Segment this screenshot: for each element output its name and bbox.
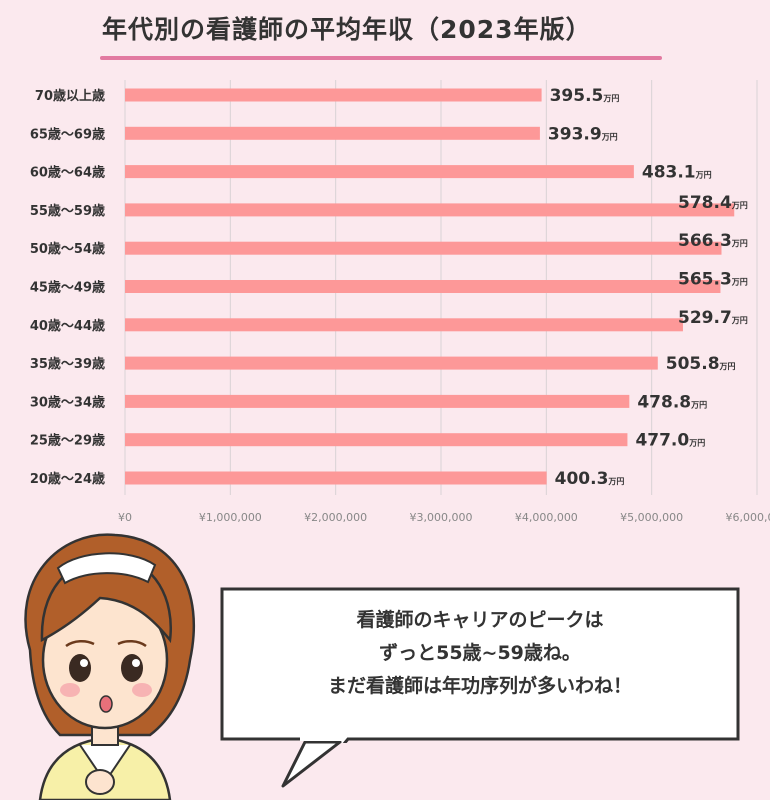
speech-line: 看護師のキャリアのピークは (356, 609, 604, 631)
bar (125, 280, 721, 293)
bar (125, 88, 542, 102)
x-tick-label: ¥6,000,000 (726, 511, 770, 524)
bar (125, 471, 547, 485)
data-label: 395.5万円 (550, 86, 620, 106)
category-label: 30歳～34歳 (30, 394, 105, 410)
x-tick-label: ¥0 (118, 511, 132, 524)
bar (125, 165, 634, 179)
bar (125, 203, 735, 217)
bar (125, 318, 683, 332)
data-label: 566.3万円 (678, 231, 748, 251)
category-label: 45歳～49歳 (30, 280, 105, 296)
bar (125, 241, 722, 255)
bar (125, 356, 658, 370)
category-label: 20歳～24歳 (30, 471, 105, 487)
data-label: 505.8万円 (666, 354, 736, 374)
data-label: 529.7万円 (678, 308, 748, 328)
category-label: 25歳～29歳 (30, 433, 105, 449)
speech-bubble (220, 587, 740, 743)
x-tick-label: ¥2,000,000 (304, 511, 367, 524)
category-label: 50歳～54歳 (30, 241, 105, 257)
category-label: 35歳～39歳 (30, 356, 105, 372)
data-label: 578.4万円 (678, 193, 748, 213)
nurse-illustration (24, 533, 195, 800)
x-tick-label: ¥4,000,000 (515, 511, 578, 524)
bar (125, 126, 540, 140)
speech-line: ずっと55歳~59歳ね。 (379, 642, 581, 664)
category-label: 40歳～44歳 (30, 318, 105, 334)
x-tick-label: ¥1,000,000 (199, 511, 262, 524)
data-label: 400.3万円 (555, 469, 625, 489)
data-label: 565.3万円 (678, 270, 748, 290)
x-tick-label: ¥5,000,000 (620, 511, 683, 524)
data-label: 483.1万円 (642, 163, 712, 183)
bar-chart: 70歳以上歳 395.5万円 65歳～69歳 393.9万円 60歳～64歳 483.1万… (30, 80, 770, 524)
data-label: 393.9万円 (548, 124, 618, 144)
bar (125, 394, 630, 408)
speech-line: まだ看護師は年功序列が多いわね！ (327, 675, 632, 697)
category-label: 70歳以上歳 (35, 88, 105, 104)
data-label: 478.8万円 (637, 392, 707, 412)
bar (125, 433, 628, 447)
category-label: 65歳～69歳 (30, 126, 105, 142)
data-label: 477.0万円 (635, 431, 705, 451)
x-tick-label: ¥3,000,000 (410, 511, 473, 524)
title-underline (100, 56, 662, 60)
chart-title: 年代別の看護師の平均年収（2023年版） (102, 15, 592, 44)
category-label: 60歳～64歳 (30, 165, 105, 181)
speech-text: 看護師のキャリアのピークは ずっと55歳~59歳ね。 まだ看護師は年功序列が多い… (218, 604, 742, 703)
category-label: 55歳～59歳 (30, 203, 105, 219)
